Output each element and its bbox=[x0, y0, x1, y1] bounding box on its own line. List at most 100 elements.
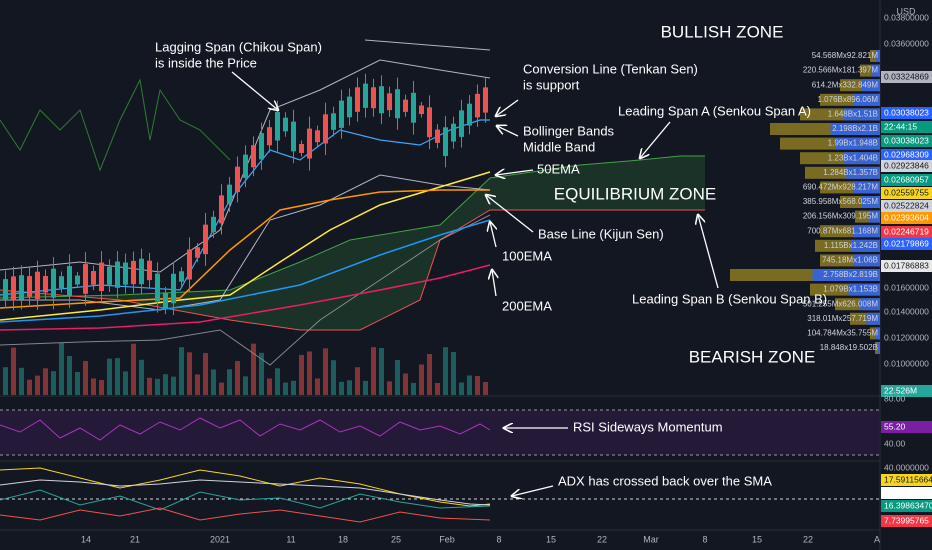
price-tag bbox=[881, 212, 932, 224]
volume-bar bbox=[179, 347, 184, 395]
axis-label: 22.526M bbox=[884, 385, 917, 395]
trend-line bbox=[364, 39, 491, 51]
volume-bar bbox=[43, 368, 48, 395]
axis-label: 0.01786883 bbox=[884, 260, 929, 270]
bullish-zone: BULLISH ZONE bbox=[661, 22, 784, 41]
annotation: is inside the Price bbox=[155, 55, 257, 70]
axis-label: 0.03324869 bbox=[884, 71, 929, 81]
volume-bar bbox=[131, 343, 136, 395]
axis-label: 0.02923846 bbox=[884, 160, 929, 170]
date-label: 8 bbox=[702, 534, 707, 544]
profile-bar bbox=[871, 64, 880, 77]
volume-bar bbox=[331, 360, 336, 395]
equilibrium-zone: EQUILIBRIUM ZONE bbox=[554, 184, 716, 203]
candle-body bbox=[203, 224, 208, 255]
annotation: Base Line (Kijun Sen) bbox=[538, 226, 664, 241]
axis-label: 40.0000000 bbox=[884, 462, 929, 472]
profile-label: 2.198Bx2.1B bbox=[832, 124, 878, 133]
candle-body bbox=[227, 184, 232, 205]
volume-bar bbox=[299, 354, 304, 395]
candle-body bbox=[323, 114, 328, 144]
candle-body bbox=[467, 103, 472, 126]
volume-bar bbox=[395, 359, 400, 395]
axis-label: 0.03038023 bbox=[884, 107, 929, 117]
profile-bar bbox=[862, 196, 880, 208]
profile-bar bbox=[853, 225, 880, 238]
candle-body bbox=[363, 83, 368, 108]
candle-body bbox=[131, 260, 136, 285]
bearish-zone: BEARISH ZONE bbox=[689, 347, 816, 366]
profile-bar bbox=[853, 254, 880, 267]
axis-label: 80.00 bbox=[884, 393, 906, 403]
volume-bar bbox=[59, 342, 64, 395]
profile-label: 745.18Mx1.06B bbox=[822, 256, 878, 265]
price-tag bbox=[881, 500, 932, 512]
candle-body bbox=[179, 271, 184, 282]
profile-bar bbox=[868, 210, 880, 223]
profile-bar bbox=[846, 166, 880, 179]
annotation: ADX has crossed back over the SMA bbox=[558, 473, 772, 488]
volume-bar bbox=[355, 367, 360, 395]
bollinger-outer bbox=[0, 214, 491, 366]
volume-bar bbox=[275, 368, 280, 395]
candle-body bbox=[387, 93, 392, 111]
candle-body bbox=[371, 87, 376, 109]
price-tag bbox=[881, 174, 932, 186]
candle-body bbox=[75, 275, 80, 285]
profile-bar bbox=[875, 342, 880, 354]
price-tag bbox=[881, 515, 932, 527]
ema-100 bbox=[0, 219, 491, 323]
candle-body bbox=[27, 276, 32, 297]
candle-body bbox=[211, 216, 216, 232]
kijun-line bbox=[0, 189, 490, 309]
adx-line bbox=[0, 467, 491, 507]
volume-bar bbox=[475, 376, 480, 395]
candle-body bbox=[411, 92, 416, 123]
axis-label: 0.03800000 bbox=[884, 12, 929, 22]
profile-bar bbox=[830, 123, 880, 135]
candle-body bbox=[51, 268, 56, 298]
profile-bar bbox=[848, 283, 880, 296]
date-label: 22 bbox=[803, 534, 813, 544]
price-tag bbox=[881, 260, 932, 272]
price-tag bbox=[881, 474, 932, 486]
axis-label: 0.01400000 bbox=[884, 306, 929, 316]
candle-body bbox=[99, 262, 104, 292]
candle-body bbox=[403, 99, 408, 112]
date-label: 15 bbox=[546, 534, 556, 544]
volume-bar bbox=[139, 359, 144, 395]
price-tag bbox=[881, 71, 932, 83]
candle-body bbox=[187, 249, 192, 280]
date-label: 22 bbox=[597, 534, 607, 544]
axis-label: 0.02680957 bbox=[884, 174, 929, 184]
profile-bar bbox=[875, 327, 880, 340]
volume-bar bbox=[419, 364, 424, 395]
volume-bar bbox=[291, 380, 296, 395]
annotation: Lagging Span (Chikou Span) bbox=[155, 39, 322, 54]
profile-label: 104.784Mx35.755M bbox=[807, 329, 878, 338]
volume-bar bbox=[91, 378, 96, 395]
axis-label: 7.73995765 bbox=[884, 515, 929, 525]
volume-bar bbox=[339, 381, 344, 395]
candle-body bbox=[195, 247, 200, 258]
profile-label: 385.958Mx568.025M bbox=[803, 197, 879, 206]
axis-label: 16.57304599 bbox=[884, 487, 932, 497]
axis-label: 40.00 bbox=[884, 438, 906, 448]
profile-bar bbox=[870, 50, 880, 62]
axis-label: 22:44:15 bbox=[884, 121, 917, 131]
price-tag bbox=[881, 238, 932, 250]
volume-bar bbox=[459, 382, 464, 395]
candle-body bbox=[219, 195, 224, 224]
volume-bar bbox=[427, 353, 432, 395]
annotation: 50EMA bbox=[537, 161, 580, 176]
di-plus bbox=[0, 489, 491, 511]
volume-bar bbox=[411, 382, 416, 395]
annotation: Bollinger Bands bbox=[523, 123, 615, 138]
candle-body bbox=[243, 154, 248, 178]
bollinger-lower bbox=[0, 174, 491, 311]
volume-bar bbox=[3, 367, 8, 395]
candle-body bbox=[259, 133, 264, 160]
candle-body bbox=[115, 261, 120, 288]
axis-label: 0.01000000 bbox=[884, 358, 929, 368]
profile-label: 1.284Bx1.357B bbox=[823, 168, 878, 177]
